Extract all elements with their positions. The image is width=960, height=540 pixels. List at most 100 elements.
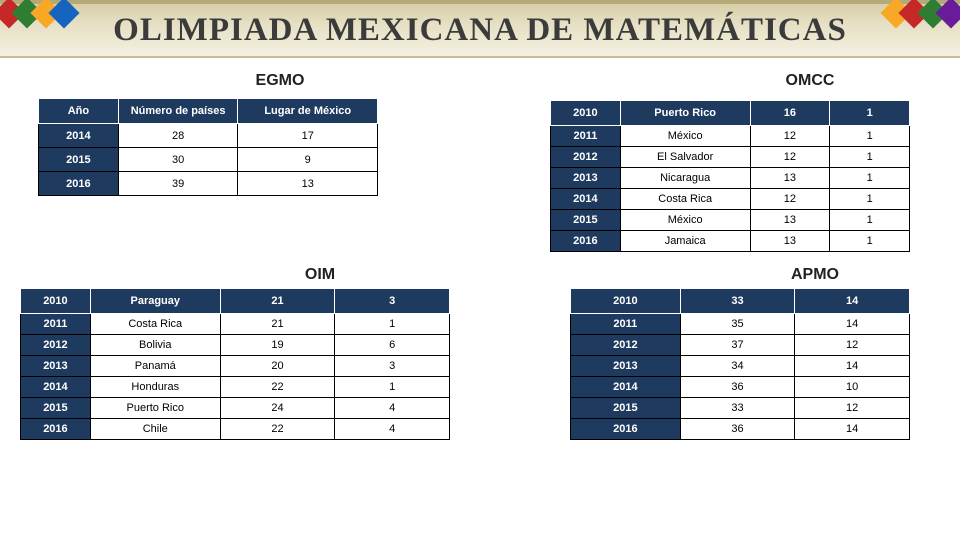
- table-cell: 13: [238, 172, 378, 196]
- table-cell: 2012: [551, 147, 621, 168]
- table-cell: 6: [335, 335, 450, 356]
- table-cell: 19: [220, 335, 335, 356]
- table-header: 1: [830, 101, 910, 126]
- table-cell: Costa Rica: [620, 189, 750, 210]
- table-cell: 1: [830, 189, 910, 210]
- omcc-section: OMCC 2010Puerto Rico161 2011México121201…: [510, 66, 950, 252]
- table-cell: 9: [238, 148, 378, 172]
- table-cell: 2015: [21, 398, 91, 419]
- table-cell: 28: [118, 124, 238, 148]
- table-cell: 2014: [21, 377, 91, 398]
- table-cell: 24: [220, 398, 335, 419]
- table-row: 2016Chile224: [21, 419, 450, 440]
- apmo-section: APMO 20103314 20113514201237122013341420…: [510, 252, 950, 440]
- table-cell: 1: [335, 314, 450, 335]
- table-cell: 36: [680, 419, 795, 440]
- table-row: 20143610: [571, 377, 910, 398]
- table-cell: 2012: [571, 335, 681, 356]
- table-cell: México: [620, 210, 750, 231]
- table-row: 20153312: [571, 398, 910, 419]
- table-cell: 21: [220, 314, 335, 335]
- table-cell: 4: [335, 398, 450, 419]
- table-row: 20163614: [571, 419, 910, 440]
- table-cell: 13: [750, 231, 830, 252]
- table-row: 20133414: [571, 356, 910, 377]
- table-row: 2011México121: [551, 126, 910, 147]
- table-cell: Jamaica: [620, 231, 750, 252]
- table-row: 2015309: [39, 148, 378, 172]
- table-header: 2010: [21, 289, 91, 314]
- table-cell: 2011: [21, 314, 91, 335]
- table-row: 2015Puerto Rico244: [21, 398, 450, 419]
- omcc-table: 2010Puerto Rico161 2011México1212012El S…: [550, 100, 910, 252]
- table-cell: 35: [680, 314, 795, 335]
- table-cell: 14: [795, 356, 910, 377]
- table-cell: 36: [680, 377, 795, 398]
- apmo-title: APMO: [680, 266, 950, 284]
- table-header: 33: [680, 289, 795, 314]
- egmo-table: AñoNúmero de paísesLugar de México 20142…: [38, 98, 378, 196]
- table-cell: 2011: [571, 314, 681, 335]
- apmo-table: 20103314 2011351420123712201334142014361…: [570, 288, 910, 440]
- table-cell: 2016: [21, 419, 91, 440]
- table-header: 16: [750, 101, 830, 126]
- table-cell: 14: [795, 419, 910, 440]
- table-cell: 4: [335, 419, 450, 440]
- oim-title: OIM: [160, 266, 480, 284]
- table-header: Año: [39, 99, 119, 124]
- table-row: 2013Nicaragua131: [551, 168, 910, 189]
- table-cell: 2015: [551, 210, 621, 231]
- table-cell: 34: [680, 356, 795, 377]
- table-header: Paraguay: [90, 289, 220, 314]
- table-cell: Nicaragua: [620, 168, 750, 189]
- table-header: 2010: [571, 289, 681, 314]
- table-cell: 2012: [21, 335, 91, 356]
- header-decoration-right: [889, 6, 958, 25]
- table-cell: 1: [830, 231, 910, 252]
- table-cell: 2015: [39, 148, 119, 172]
- table-row: 2016Jamaica131: [551, 231, 910, 252]
- table-row: 20123712: [571, 335, 910, 356]
- table-row: 2011Costa Rica211: [21, 314, 450, 335]
- table-cell: 12: [750, 126, 830, 147]
- table-cell: El Salvador: [620, 147, 750, 168]
- table-header: Lugar de México: [238, 99, 378, 124]
- table-cell: Panamá: [90, 356, 220, 377]
- table-cell: Costa Rica: [90, 314, 220, 335]
- table-cell: 17: [238, 124, 378, 148]
- header-decoration-left: [2, 6, 71, 25]
- table-header: 21: [220, 289, 335, 314]
- table-cell: 37: [680, 335, 795, 356]
- table-header: 14: [795, 289, 910, 314]
- table-cell: México: [620, 126, 750, 147]
- table-cell: 13: [750, 168, 830, 189]
- table-header: 2010: [551, 101, 621, 126]
- table-cell: 30: [118, 148, 238, 172]
- table-cell: 12: [750, 147, 830, 168]
- table-cell: 2013: [551, 168, 621, 189]
- table-row: 20163913: [39, 172, 378, 196]
- table-cell: 2011: [551, 126, 621, 147]
- table-cell: 22: [220, 419, 335, 440]
- table-cell: 3: [335, 356, 450, 377]
- table-cell: 2016: [551, 231, 621, 252]
- table-header: 3: [335, 289, 450, 314]
- table-cell: Bolivia: [90, 335, 220, 356]
- table-row: 20142817: [39, 124, 378, 148]
- table-cell: Puerto Rico: [90, 398, 220, 419]
- table-cell: 2016: [39, 172, 119, 196]
- table-cell: 12: [795, 335, 910, 356]
- table-row: 2013Panamá203: [21, 356, 450, 377]
- table-row: 2012Bolivia196: [21, 335, 450, 356]
- table-header: Puerto Rico: [620, 101, 750, 126]
- page-title: OLIMPIADA MEXICANA DE MATEMÁTICAS: [113, 12, 847, 49]
- table-cell: 2013: [21, 356, 91, 377]
- table-cell: 10: [795, 377, 910, 398]
- table-cell: 1: [830, 126, 910, 147]
- table-row: 2012El Salvador121: [551, 147, 910, 168]
- table-row: 2015México131: [551, 210, 910, 231]
- oim-table: 2010Paraguay213 2011Costa Rica2112012Bol…: [20, 288, 450, 440]
- table-cell: 2014: [571, 377, 681, 398]
- table-cell: 2013: [571, 356, 681, 377]
- table-cell: 1: [830, 168, 910, 189]
